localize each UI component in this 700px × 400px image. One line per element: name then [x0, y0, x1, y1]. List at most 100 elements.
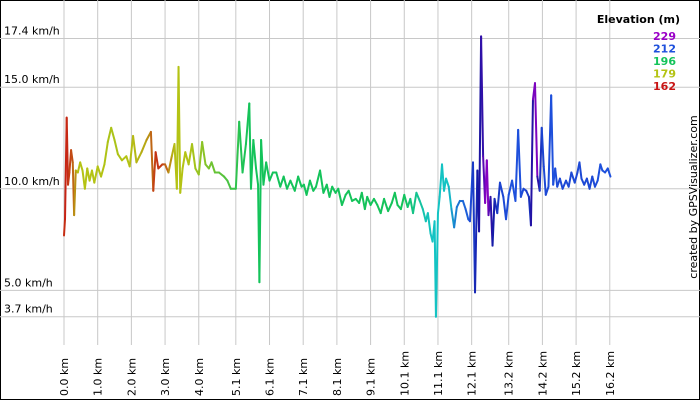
series-segment	[106, 126, 113, 144]
series-segment	[252, 139, 258, 170]
series-segment	[197, 141, 204, 176]
series-segment	[593, 179, 599, 188]
y-tick-label: 3.7 km/h	[4, 303, 53, 316]
series-elevation-colored	[63, 35, 612, 318]
series-segment	[544, 185, 550, 196]
series-segment	[561, 179, 567, 190]
x-axis: 0.0 km 1.0 km 2.0 km 3.0 km 4.0 km 5.1 km 6.1 …	[58, 351, 617, 396]
series-segment	[542, 165, 547, 196]
series-segment	[286, 179, 292, 190]
series-segment	[491, 197, 496, 247]
series-segment	[293, 175, 300, 192]
series-segment	[154, 151, 160, 170]
x-tick-label: 9.1 km	[365, 358, 378, 396]
series-segment	[262, 161, 268, 186]
series-segment	[275, 171, 282, 188]
x-tick-label: 13.2 km	[503, 351, 516, 396]
series-segment	[226, 179, 232, 190]
legend-item: 212	[653, 43, 676, 56]
series-segment	[540, 126, 545, 168]
series-segment	[533, 82, 539, 178]
series-segment	[260, 139, 265, 186]
series-segment	[289, 179, 296, 192]
series-segment	[83, 167, 89, 190]
series-segment	[525, 189, 530, 198]
series-segment	[573, 171, 579, 184]
series-segment	[319, 169, 325, 194]
series-segment	[399, 193, 406, 211]
series-segment	[93, 165, 99, 184]
series-segment	[529, 98, 534, 227]
series-segment	[379, 197, 386, 215]
x-tick-label: 1.0 km	[92, 358, 105, 396]
y-tick-label: 5.0 km/h	[4, 276, 53, 289]
series-segment	[498, 181, 505, 198]
series-segment	[363, 195, 369, 211]
x-tick-label: 11.1 km	[432, 351, 445, 396]
series-segment	[113, 139, 119, 156]
y-tick-label: 17.4 km/h	[4, 24, 60, 37]
series-segment	[519, 187, 525, 198]
series-segment	[436, 195, 441, 215]
series-segment	[116, 153, 123, 162]
y-tick-label: 15.0 km/h	[4, 73, 60, 86]
series-segment	[282, 175, 289, 190]
x-tick-label: 4.0 km	[193, 358, 206, 396]
legend-item: 179	[653, 68, 676, 81]
series-segment	[217, 171, 226, 178]
series-segment	[591, 175, 596, 188]
x-tick-label: 15.2 km	[570, 351, 583, 396]
x-tick-label: 10.1 km	[398, 351, 411, 396]
series-segment	[445, 177, 450, 188]
series-segment	[558, 177, 564, 190]
series-segment	[191, 143, 197, 170]
x-tick-label: 5.1 km	[230, 358, 243, 396]
x-tick-label: 8.1 km	[331, 358, 344, 396]
series-segment	[152, 151, 157, 192]
series-segment	[132, 134, 138, 164]
series-segment	[63, 218, 67, 237]
series-segment	[135, 151, 143, 164]
x-tick-label: 12.1 km	[466, 351, 479, 396]
series-segment	[100, 163, 106, 178]
series-segment	[554, 167, 559, 188]
series-segment	[383, 197, 390, 213]
series-segment	[234, 120, 241, 190]
series-segment	[258, 139, 263, 284]
credit-text: created by GPSVisualizer.com	[687, 115, 700, 278]
series-segment	[606, 167, 612, 178]
series-segment	[412, 191, 418, 215]
series-segment	[308, 179, 315, 192]
series-segment	[372, 197, 379, 206]
series-segment	[496, 181, 501, 215]
series-segment	[517, 128, 522, 198]
series-segment	[167, 155, 173, 174]
x-tick-label: 14.2 km	[536, 351, 549, 396]
series-segment	[403, 193, 409, 209]
x-tick-label: 2.0 km	[125, 358, 138, 396]
series-segment	[505, 193, 510, 221]
series-segment	[328, 185, 334, 198]
series-segment	[599, 163, 604, 172]
series-segment	[210, 161, 216, 174]
series-segment	[340, 193, 347, 206]
series-segment	[79, 161, 84, 172]
series-segment	[485, 159, 490, 217]
series-segment	[67, 171, 71, 186]
series-segment	[331, 185, 337, 194]
series-segment	[393, 191, 399, 206]
series-segment	[434, 212, 439, 318]
series-segment	[128, 134, 135, 168]
series-segment	[578, 161, 583, 180]
series-segment	[265, 161, 271, 182]
series-segment	[366, 195, 372, 206]
series-segment	[187, 143, 194, 166]
series-segment	[464, 208, 470, 221]
legend-item: 162	[653, 80, 676, 93]
series-segment	[181, 151, 187, 170]
series-segment	[480, 35, 485, 158]
series-segment	[567, 171, 573, 188]
series-segment	[461, 199, 467, 211]
y-tick-label: 10.0 km/h	[4, 175, 60, 188]
